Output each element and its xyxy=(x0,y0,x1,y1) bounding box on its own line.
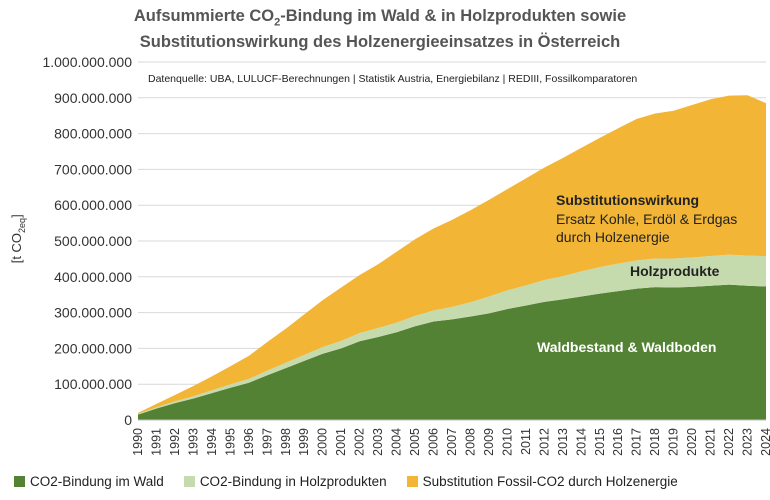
legend-label-substitution: Substitution Fossil-CO2 durch Holzenergi… xyxy=(422,474,678,489)
annotation-substitution-line2: durch Holzenergie xyxy=(556,229,670,245)
x-tick-label: 1996 xyxy=(242,428,256,456)
x-tick-label: 1994 xyxy=(205,428,219,456)
x-tick-label: 2018 xyxy=(648,428,662,456)
x-tick-label: 2017 xyxy=(630,428,644,456)
x-tick-label: 1997 xyxy=(260,428,274,456)
x-tick-label: 1991 xyxy=(149,428,163,456)
x-tick-label: 2020 xyxy=(685,428,699,456)
legend-label-wald: CO2-Bindung im Wald xyxy=(30,474,164,489)
chart-title-line2: Substitutionswirkung des Holzenergieeins… xyxy=(139,33,621,52)
x-tick-label: 1999 xyxy=(297,428,311,456)
y-tick-label: 400.000.000 xyxy=(54,269,132,285)
x-tick-label: 2010 xyxy=(500,428,514,456)
x-tick-label: 2022 xyxy=(722,428,736,456)
annotation-holzprodukte: Holzprodukte xyxy=(630,263,720,279)
x-tick-label: 2014 xyxy=(574,428,588,456)
x-tick-label: 1993 xyxy=(186,428,200,456)
legend: CO2-Bindung im Wald CO2-Bindung in Holzp… xyxy=(14,474,764,489)
y-tick-label: 900.000.000 xyxy=(54,90,132,106)
x-tick-label: 2001 xyxy=(334,428,348,456)
area-series-2 xyxy=(138,95,766,414)
x-tick-label: 2024 xyxy=(759,428,770,456)
x-tick-label: 2008 xyxy=(463,428,477,456)
y-tick-label: 600.000.000 xyxy=(54,197,132,213)
x-tick-label: 2012 xyxy=(537,428,551,456)
x-tick-label: 1998 xyxy=(279,428,293,456)
x-tick-label: 2003 xyxy=(371,428,385,456)
area-series-1 xyxy=(138,254,766,415)
legend-swatch-substitution xyxy=(406,476,418,487)
annotation-wald: Waldbestand & Waldboden xyxy=(537,339,716,355)
legend-item-wald: CO2-Bindung im Wald xyxy=(14,474,164,489)
y-tick-label: 200.000.000 xyxy=(54,340,132,356)
x-tick-label: 1992 xyxy=(168,428,182,456)
x-tick-label: 2005 xyxy=(408,428,422,456)
y-tick-label: 100.000.000 xyxy=(54,376,132,392)
x-tick-label: 2013 xyxy=(556,428,570,456)
x-tick-label: 2016 xyxy=(611,428,625,456)
y-tick-label: 1.000.000.000 xyxy=(42,54,132,70)
area-chart: 0 100.000.000 200.000.000 300.000.000 400.00… xyxy=(42,54,770,456)
x-tick-label: 2015 xyxy=(593,428,607,456)
chart-title: Aufsummierte CO2-Bindung im Wald & in Ho… xyxy=(60,6,700,52)
x-tick-label: 2011 xyxy=(519,428,533,455)
y-tick-label: 800.000.000 xyxy=(54,126,132,142)
y-tick-label: 0 xyxy=(124,412,132,428)
x-tick-label: 2009 xyxy=(482,428,496,456)
chart-title-line1: Aufsummierte CO2-Bindung im Wald & in Ho… xyxy=(133,7,627,29)
x-tick-label: 2021 xyxy=(704,428,718,456)
x-tick-label: 2002 xyxy=(353,428,367,456)
legend-swatch-holzprodukte xyxy=(183,476,195,487)
x-tick-label: 2019 xyxy=(667,428,681,456)
x-tick-label: 2023 xyxy=(741,428,755,456)
x-tick-label: 1990 xyxy=(131,428,145,456)
legend-label-holzprodukte: CO2-Bindung in Holzprodukten xyxy=(199,474,387,489)
annotation-substitution-line1: Ersatz Kohle, Erdöl & Erdgas xyxy=(556,211,737,227)
data-source-note: Datenquelle: UBA, LULUCF-Berechnungen | … xyxy=(148,73,637,85)
y-tick-label: 500.000.000 xyxy=(54,233,132,249)
y-tick-label: 700.000.000 xyxy=(54,161,132,177)
x-tick-label: 2007 xyxy=(445,428,459,456)
legend-swatch-wald xyxy=(14,476,25,487)
y-tick-label: 300.000.000 xyxy=(54,305,132,321)
area-series-0 xyxy=(138,284,766,420)
x-tick-label: 2000 xyxy=(316,428,330,456)
annotation-substitution-title: Substitutionswirkung xyxy=(556,192,699,208)
x-tick-label: 1995 xyxy=(223,428,237,456)
x-tick-label: 2004 xyxy=(390,428,404,456)
legend-item-holzprodukte: CO2-Bindung in Holzprodukten xyxy=(183,474,387,489)
legend-item-substitution: Substitution Fossil-CO2 durch Holzenergi… xyxy=(406,474,678,489)
x-tick-label: 2006 xyxy=(427,428,441,456)
